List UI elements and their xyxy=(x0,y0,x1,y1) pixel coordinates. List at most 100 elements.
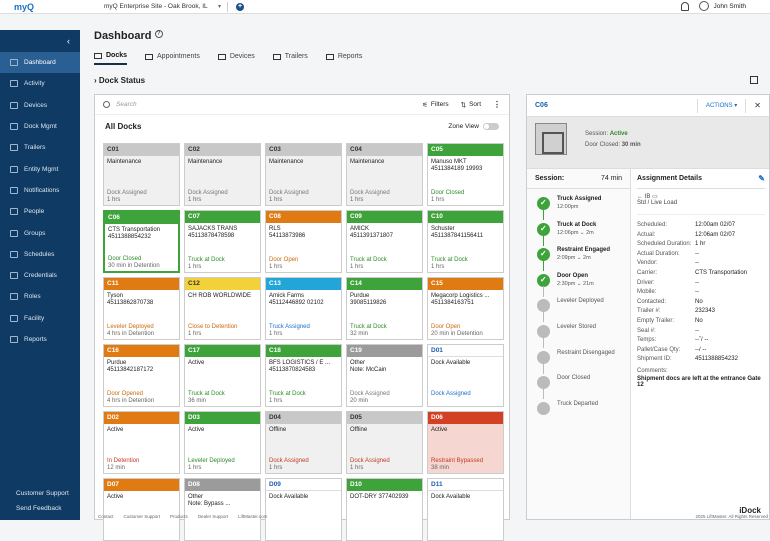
dock-card[interactable]: D08 Other Note: Bypass ... xyxy=(184,478,261,541)
idock-logo: iDock xyxy=(739,506,761,515)
step-time: 2:30pm ⌄ 21m xyxy=(557,280,594,287)
dock-card[interactable]: C04 Maintenance Dock Assigned 1 hrs xyxy=(346,143,423,206)
dock-line2: 4511384163751 xyxy=(431,300,474,306)
field-label: Pallet/Case Qty: xyxy=(637,346,681,353)
pending-circle-icon xyxy=(537,376,550,390)
dock-card[interactable]: C12 CH ROB WORLDWIDE Close to Detention 1 h… xyxy=(184,277,261,340)
sidebar-item-roles[interactable]: Roles xyxy=(0,286,80,307)
site-selector[interactable]: myQ Enterprise Site - Oak Brook, IL ▾ xyxy=(80,1,228,12)
dock-time: 36 min xyxy=(188,398,207,404)
edit-icon[interactable]: ✎ xyxy=(758,174,765,183)
sidebar-item-groups[interactable]: Groups xyxy=(0,222,80,243)
dock-card[interactable]: D06 Active Restraint Bypassed 38 min xyxy=(427,411,504,474)
help-icon[interactable]: ? xyxy=(154,30,163,38)
sidebar-item-schedules[interactable]: Schedules xyxy=(0,244,80,265)
sidebar-item-entity-mgmt[interactable]: Entity Mgmt xyxy=(0,158,80,179)
dock-status: Leveler Deployed xyxy=(107,324,154,330)
add-site-button[interactable]: + xyxy=(236,2,244,11)
dock-card[interactable]: C03 Maintenance Dock Assigned 1 hrs xyxy=(265,143,342,206)
dock-card[interactable]: C08 RLS 54113873986 Door Open 1 hrs xyxy=(265,210,342,273)
filters-button[interactable]: ⚟ Filters xyxy=(422,101,449,109)
dock-card[interactable]: C10 Schuster 4511387841156411 Truck at Dock… xyxy=(427,210,504,273)
dock-card[interactable]: D01 Dock Available Dock Assigned xyxy=(427,344,504,407)
dock-status-heading[interactable]: › Dock Status xyxy=(94,76,146,85)
tab-docks[interactable]: Docks xyxy=(94,52,128,65)
sidebar-item-trailers[interactable]: Trailers xyxy=(0,137,80,158)
sidebar-item-facility[interactable]: Facility xyxy=(0,308,80,329)
dock-id: C10 xyxy=(428,211,503,223)
dock-line1: AMICK xyxy=(350,226,370,232)
dock-card[interactable]: C18 BFS LOGISTICS / E ... 45113870824583 Tr… xyxy=(265,344,342,407)
dock-card[interactable]: C16 Purdue 4511384218717​2 Door Opened 4 hrs… xyxy=(103,344,180,407)
sort-button[interactable]: ⇅ Sort xyxy=(460,101,481,109)
fullscreen-icon[interactable] xyxy=(750,76,758,84)
dock-card[interactable]: C02 Maintenance Dock Assigned 1 hrs xyxy=(184,143,261,206)
sidebar-item-devices[interactable]: Devices xyxy=(0,95,80,116)
dock-card[interactable]: C09 AMICK 4511391371807 Truck at Dock 1 hrs xyxy=(346,210,423,273)
user-menu[interactable]: John Smith xyxy=(699,1,746,11)
tab-appointments[interactable]: Appointments xyxy=(145,52,200,65)
dock-card[interactable]: C14 Purdue 39085119826 Truck at Dock 32 min xyxy=(346,277,423,340)
dock-card[interactable]: C01 Maintenance Dock Assigned 1 hrs xyxy=(103,143,180,206)
sidebar-item-dashboard[interactable]: Dashboard xyxy=(0,52,80,74)
field-value: -- xyxy=(695,279,699,286)
dock-card[interactable]: C05 Manuso MKT 4511384189 19993 Door Closed… xyxy=(427,143,504,206)
field-value: -- xyxy=(695,289,699,296)
dock-card[interactable]: D03 Active Leveler Deployed 1 hrs xyxy=(184,411,261,474)
footer-link[interactable]: Contact xyxy=(98,514,114,519)
sidebar-item-dock-mgmt[interactable]: Dock Mgmt xyxy=(0,116,80,137)
dock-card[interactable]: C11 Tyson 45113862870738 Leveler Deployed 4 … xyxy=(103,277,180,340)
dock-card[interactable]: C13 Amick Farms 45112446892 02102 Truck Ass… xyxy=(265,277,342,340)
dock-card[interactable]: C06 CTS Transportation 4511388854232 Door C… xyxy=(103,210,180,273)
activity-icon xyxy=(10,80,18,88)
sidebar-item-reports[interactable]: Reports xyxy=(0,329,80,350)
tab-trailers[interactable]: Trailers xyxy=(272,52,308,65)
collapse-sidebar-icon[interactable]: ‹ xyxy=(67,36,70,46)
dock-card[interactable]: D11 Dock Available xyxy=(427,478,504,541)
send-feedback-link[interactable]: Send Feedback xyxy=(16,505,62,512)
tab-label: Devices xyxy=(229,53,255,60)
dock-card[interactable]: C15 Megacorp Logistics ... 4511384163751 Do… xyxy=(427,277,504,340)
footer-link[interactable]: Dealer Support xyxy=(197,514,229,519)
dock-card[interactable]: C19 Other Note: McCain Dock Assigned 20 min xyxy=(346,344,423,407)
actions-menu[interactable]: ACTIONS ▾ xyxy=(705,103,738,109)
footer-link[interactable]: Products xyxy=(170,514,188,519)
more-options-icon[interactable]: ⋮ xyxy=(493,100,501,109)
footer-link[interactable]: LiftMaster.com xyxy=(238,514,268,519)
field-value: --/ -- xyxy=(695,346,707,353)
customer-support-link[interactable]: Customer Support xyxy=(16,490,69,497)
dock-card[interactable]: D04 Offline Dock Assigned 1 hrs xyxy=(265,411,342,474)
detail-field: Shipment ID: 4511388854232 xyxy=(637,355,765,365)
search-input[interactable]: Search xyxy=(116,101,137,108)
dock-id: D01 xyxy=(428,345,503,357)
pending-circle-icon xyxy=(537,299,550,313)
dock-card[interactable]: D07 Active xyxy=(103,478,180,541)
toggle-switch[interactable] xyxy=(483,122,499,130)
dock-card[interactable]: D02 Active In Detention 12 min xyxy=(103,411,180,474)
dock-time: 1 hrs xyxy=(188,197,202,203)
sidebar-item-activity[interactable]: Activity xyxy=(0,73,80,94)
dock-card[interactable]: C17 Active Truck at Dock 36 min xyxy=(184,344,261,407)
footer-link[interactable]: Customer Support xyxy=(123,514,161,519)
bell-icon[interactable] xyxy=(681,1,690,11)
dock-line2 xyxy=(104,433,179,434)
dock-card[interactable]: D09 Dock Available xyxy=(265,478,342,541)
tab-devices[interactable]: Devices xyxy=(217,52,255,65)
sidebar-item-people[interactable]: People xyxy=(0,201,80,222)
tab-reports[interactable]: Reports xyxy=(325,52,362,65)
zone-view-toggle[interactable]: Zone View xyxy=(448,122,499,130)
detail-dock-id: C06 xyxy=(535,102,548,109)
dock-time: 38 min xyxy=(431,465,450,471)
field-label: Vendor: xyxy=(637,260,658,267)
close-icon[interactable]: ✕ xyxy=(754,101,761,110)
reports-icon xyxy=(10,336,18,343)
dock-card[interactable]: C07 SAJACKS TRANS 45113878478598 Truck at D… xyxy=(184,210,261,273)
sidebar-item-credentials[interactable]: Credentials xyxy=(0,265,80,286)
dock-line2 xyxy=(428,433,503,434)
dock-id: C05 xyxy=(428,144,503,156)
dock-card[interactable]: D10 DOT-DRY 377402939 xyxy=(346,478,423,541)
dock-line1: Maintenance xyxy=(188,159,223,165)
sidebar-item-notifications[interactable]: Notifications xyxy=(0,180,80,201)
dock-card[interactable]: D05 Offline Dock Assigned 1 hrs xyxy=(346,411,423,474)
